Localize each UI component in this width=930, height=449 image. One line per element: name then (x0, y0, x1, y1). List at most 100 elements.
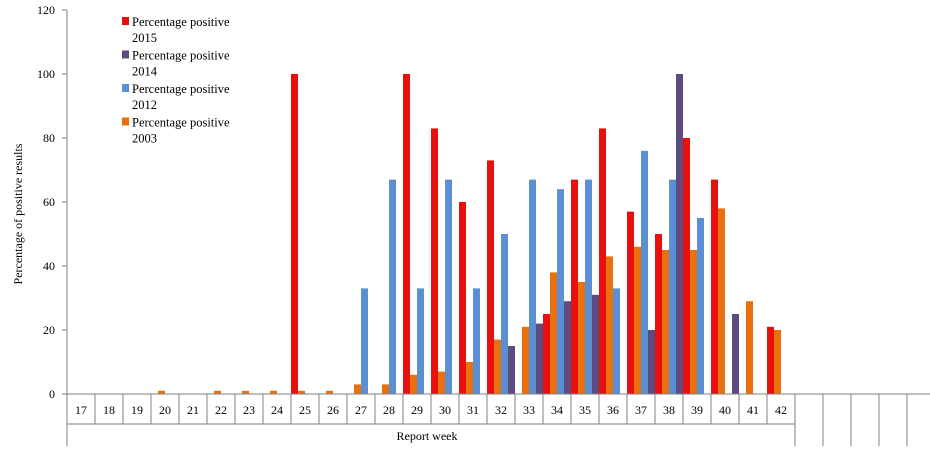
x-tick-label: 23 (243, 403, 255, 417)
x-tick-label: 32 (495, 403, 507, 417)
legend-label: Percentage positive (132, 82, 230, 96)
x-tick-label: 38 (663, 403, 675, 417)
x-tick-label: 33 (523, 403, 535, 417)
legend-label: 2012 (132, 98, 157, 112)
bar-percentage-positive-2014-week-35 (592, 294, 599, 394)
x-tick-label: 24 (271, 403, 283, 417)
bar-percentage-positive-2015-week-38 (683, 138, 690, 394)
bar-percentage-positive-2003-week-19 (158, 390, 165, 394)
bars-layer (158, 74, 781, 394)
legend-label: Percentage positive (132, 15, 230, 29)
bar-percentage-positive-2003-week-29 (438, 371, 445, 394)
bar-percentage-positive-2003-week-35 (606, 256, 613, 394)
x-tick-label: 21 (187, 403, 199, 417)
bar-percentage-positive-2003-week-38 (690, 250, 697, 394)
legend-label: Percentage positive (132, 49, 230, 63)
legend-swatch (122, 117, 129, 126)
y-tick-label: 100 (37, 67, 55, 81)
bar-percentage-positive-2014-week-40 (732, 314, 739, 394)
bar-percentage-positive-2003-week-24 (298, 390, 305, 394)
x-tick-label: 29 (411, 403, 423, 417)
bar-percentage-positive-2003-week-41 (774, 330, 781, 394)
y-tick-label: 60 (43, 195, 55, 209)
bar-percentage-positive-2015-week-24 (291, 74, 298, 394)
bar-percentage-positive-2015-week-35 (599, 128, 606, 394)
bar-percentage-positive-2014-week-32 (508, 346, 515, 394)
bar-percentage-positive-2012-week-38 (669, 179, 676, 394)
bar-percentage-positive-2012-week-33 (529, 179, 536, 394)
x-tick-label: 28 (383, 403, 395, 417)
x-tick-label: 37 (635, 403, 647, 417)
bar-percentage-positive-2014-week-37 (648, 330, 655, 394)
y-tick-label: 20 (43, 323, 55, 337)
bar-percentage-positive-2015-week-39 (711, 179, 718, 394)
bar-percentage-positive-2003-week-33 (550, 272, 557, 394)
bar-percentage-positive-2003-week-30 (466, 362, 473, 394)
x-tick-label: 34 (551, 403, 563, 417)
bar-percentage-positive-2003-week-32 (522, 326, 529, 394)
legend-swatch (122, 50, 129, 59)
bar-percentage-positive-2015-week-41 (767, 326, 774, 394)
bar-percentage-positive-2012-week-28 (389, 179, 396, 394)
x-axis-title: Report week (397, 429, 458, 443)
bar-percentage-positive-2015-week-28 (403, 74, 410, 394)
bar-percentage-positive-2012-week-31 (473, 288, 480, 394)
bar-percentage-positive-2014-week-34 (564, 301, 571, 394)
axes-layer: 0 20 40 60 80 100 120 (37, 3, 68, 446)
bar-percentage-positive-2003-week-26 (354, 384, 361, 394)
bar-percentage-positive-2015-week-37 (655, 234, 662, 394)
x-tick-label: 19 (131, 403, 143, 417)
x-tick-label: 18 (103, 403, 115, 417)
bar-percentage-positive-2003-week-27 (382, 384, 389, 394)
bar-percentage-positive-2003-week-31 (494, 339, 501, 394)
legend-label: 2014 (132, 65, 158, 79)
x-tick-label: 26 (327, 403, 339, 417)
bar-percentage-positive-2003-week-25 (326, 390, 333, 394)
x-tick-label: 36 (607, 403, 619, 417)
bar-percentage-positive-2014-week-33 (536, 323, 543, 394)
bar-percentage-positive-2012-week-37 (641, 150, 648, 394)
bar-percentage-positive-2015-week-33 (543, 314, 550, 394)
x-tick-label: 42 (775, 403, 787, 417)
x-tick-label: 20 (159, 403, 171, 417)
bar-percentage-positive-2015-week-30 (459, 202, 466, 394)
y-axis-title: Percentage of positive results (11, 143, 25, 284)
x-tick-label: 39 (691, 403, 703, 417)
x-tick-label: 25 (299, 403, 311, 417)
bar-percentage-positive-2003-week-40 (746, 301, 753, 394)
y-tick-label: 120 (37, 3, 55, 17)
bar-percentage-positive-2015-week-31 (487, 160, 494, 394)
bar-percentage-positive-2003-week-36 (634, 246, 641, 394)
bar-percentage-positive-2012-week-30 (445, 179, 452, 394)
bar-percentage-positive-2012-week-36 (613, 288, 620, 394)
bar-percentage-positive-2012-week-32 (501, 234, 508, 394)
x-tick-label: 27 (355, 403, 367, 417)
bar-percentage-positive-2012-week-34 (557, 189, 564, 394)
bar-percentage-positive-2012-week-27 (361, 288, 368, 394)
bar-percentage-positive-2012-week-29 (417, 288, 424, 394)
bar-percentage-positive-2015-week-34 (571, 179, 578, 394)
legend-swatch (122, 84, 129, 92)
y-tick-label: 40 (43, 259, 55, 273)
bar-percentage-positive-2003-week-23 (270, 390, 277, 394)
x-tick-label: 17 (75, 403, 87, 417)
x-tick-label: 40 (719, 403, 731, 417)
bar-percentage-positive-2012-week-39 (697, 218, 704, 394)
x-tick-label: 41 (747, 403, 759, 417)
x-tick-label: 22 (215, 403, 227, 417)
bar-percentage-positive-2014-week-38 (676, 74, 683, 394)
legend: Percentage positive 2015 Percentage positi… (122, 15, 230, 146)
bar-percentage-positive-2003-week-37 (662, 250, 669, 394)
y-tick-label: 80 (43, 131, 55, 145)
bar-percentage-positive-2015-week-29 (431, 128, 438, 394)
bar-percentage-positive-2003-week-21 (214, 390, 221, 394)
x-axis-table: 17 18 19 20 21 22 23 24 25 26 27 28 29 30 31 32 33 34 35 36… (67, 393, 930, 446)
bar-percentage-positive-2012-week-35 (585, 179, 592, 394)
bar-percentage-positive-2003-week-39 (718, 208, 725, 394)
bar-percentage-positive-2015-week-36 (627, 211, 634, 394)
x-tick-label: 31 (467, 403, 479, 417)
x-tick-label: 35 (579, 403, 591, 417)
bar-percentage-positive-2003-week-28 (410, 374, 417, 394)
